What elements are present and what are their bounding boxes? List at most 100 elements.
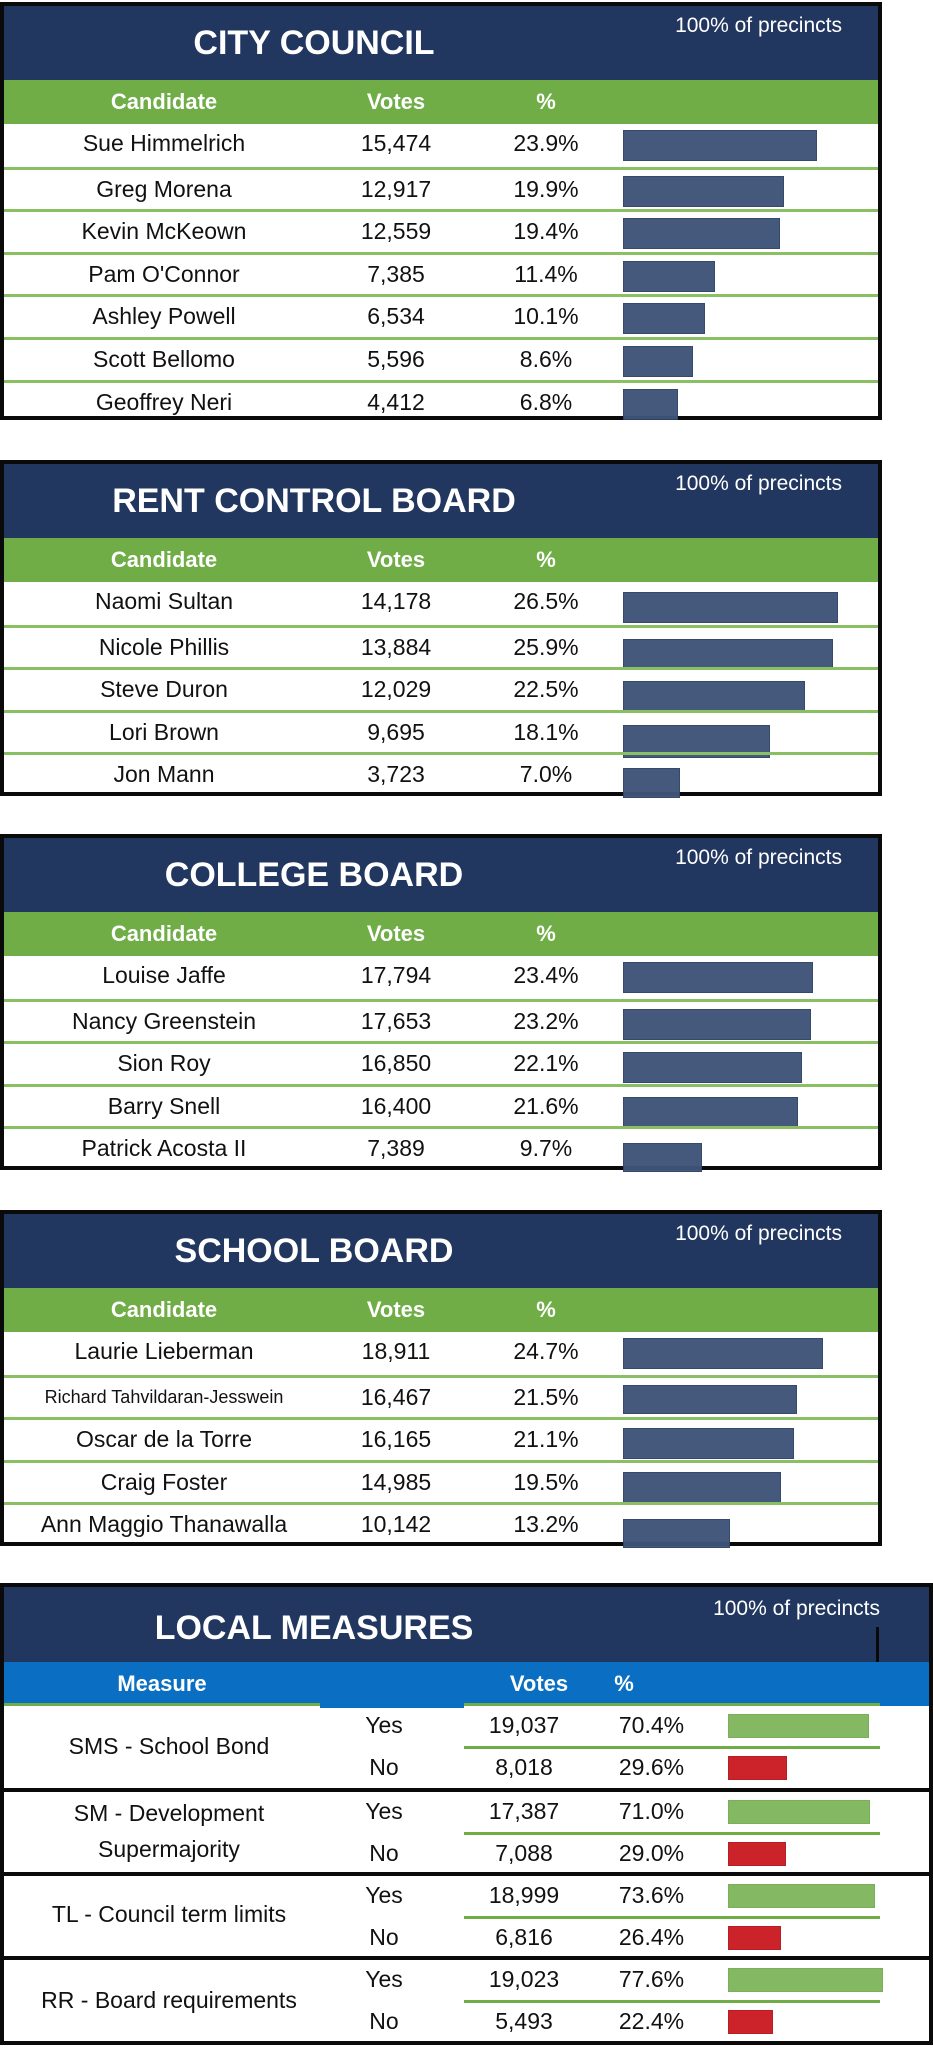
vote-bar: [623, 218, 780, 250]
college-board-table: COLLEGE BOARD 100% of precincts Candidat…: [0, 834, 882, 1173]
candidate-name: Naomi Sultan: [94, 588, 234, 614]
city-council-table: CITY COUNCIL 100% of precincts Candidate…: [0, 2, 882, 420]
yes-row: Yes 19,037 70.4%: [4, 1706, 929, 1746]
title-band: COLLEGE BOARD 100% of precincts: [4, 838, 878, 912]
pct-header: %: [536, 547, 556, 572]
pct-header: %: [536, 1297, 556, 1322]
measure-name-line: SM - Development: [73, 1800, 265, 1826]
candidate-pct: 19.4%: [513, 218, 579, 245]
candidate-pct: 6.8%: [519, 388, 573, 415]
measure-header: Measure: [117, 1671, 207, 1696]
candidate-votes: 10,142: [360, 1511, 432, 1538]
votes-header: Votes: [509, 1671, 569, 1696]
no-row: No 5,493 22.4%: [4, 2002, 929, 2042]
candidate-row: Ashley Powell 6,534 10.1%: [4, 294, 878, 337]
candidate-header: Candidate: [110, 1297, 218, 1322]
candidate-row: Jon Mann 3,723 7.0%: [4, 752, 878, 799]
vote-bar: [623, 1008, 811, 1040]
measure-block: SMS - School Bond Yes 19,037 70.4% No 8,…: [4, 1706, 929, 1788]
school-board-table: SCHOOL BOARD 100% of precincts Candidate…: [0, 1210, 882, 1549]
candidate-name: Kevin McKeown: [81, 218, 247, 245]
candidate-name: Nicole Phillis: [98, 633, 230, 660]
candidate-name: Sion Roy: [117, 1050, 211, 1077]
candidate-row: Greg Morena 12,917 19.9%: [4, 166, 878, 210]
no-bar: [728, 1756, 787, 1780]
candidate-name: Greg Morena: [96, 175, 232, 202]
candidate-pct: 24.7%: [513, 1338, 579, 1364]
column-header: Candidate Votes %: [4, 912, 878, 956]
candidate-header: Candidate: [110, 921, 218, 946]
column-header: Measure Votes %: [4, 1662, 929, 1708]
vote-bar: [623, 1096, 798, 1128]
candidate-pct: 21.6%: [513, 1092, 579, 1119]
candidate-name: Laurie Lieberman: [74, 1338, 254, 1364]
choice-pct: 22.4%: [618, 2008, 685, 2034]
candidate-votes: 13,884: [360, 633, 432, 660]
measure-block: SM - Development Supermajority Yes 17,38…: [4, 1788, 929, 1872]
choice-label: No: [369, 1924, 399, 1950]
candidate-votes: 9,695: [367, 718, 425, 745]
pct-header: %: [536, 921, 556, 946]
title-band: CITY COUNCIL 100% of precincts: [4, 6, 878, 80]
candidate-rows: Louise Jaffe 17,794 23.4% Nancy Greenstein…: [4, 956, 878, 1173]
candidate-name: Steve Duron: [100, 676, 228, 703]
choice-label: Yes: [365, 1798, 403, 1824]
choice-votes: 6,816: [495, 1924, 553, 1950]
choice-label: Yes: [365, 1712, 403, 1738]
vote-bar: [623, 768, 680, 799]
candidate-votes: 17,653: [360, 1007, 432, 1034]
vote-bar: [623, 260, 715, 292]
vote-bar: [623, 638, 833, 670]
choice-pct: 73.6%: [618, 1882, 685, 1908]
rent-control-board-table: RENT CONTROL BOARD 100% of precincts Can…: [0, 460, 882, 799]
candidate-row: Naomi Sultan 14,178 26.5%: [4, 582, 878, 625]
votes-header: Votes: [366, 921, 426, 946]
candidate-pct: 21.5%: [513, 1383, 579, 1410]
candidate-votes: 6,534: [367, 303, 425, 330]
candidate-votes: 16,467: [360, 1383, 432, 1410]
candidate-name: Barry Snell: [107, 1092, 221, 1119]
votes-header: Votes: [366, 1297, 426, 1322]
candidate-votes: 12,559: [360, 218, 432, 245]
candidate-votes: 7,389: [367, 1135, 425, 1162]
no-row: No 7,088 29.0%: [4, 1834, 929, 1874]
no-row: No 8,018 29.6%: [4, 1748, 929, 1788]
measure-block: RR - Board requirements Yes 19,023 77.6%…: [4, 1956, 929, 2040]
column-header: Candidate Votes %: [4, 80, 878, 124]
candidate-votes: 12,917: [360, 175, 432, 202]
candidate-row: Louise Jaffe 17,794 23.4%: [4, 956, 878, 999]
yes-bar: [728, 1968, 883, 1992]
candidate-name: Richard Tahvildaran-Jesswein: [44, 1386, 284, 1407]
choice-votes: 17,387: [488, 1798, 560, 1824]
choice-votes: 18,999: [488, 1882, 560, 1908]
candidate-row: Kevin McKeown 12,559 19.4%: [4, 209, 878, 252]
no-bar: [728, 1926, 781, 1950]
candidate-name: Jon Mann: [113, 761, 215, 788]
vote-bar: [623, 1471, 781, 1503]
precincts-reporting: 100% of precincts: [675, 846, 842, 869]
candidate-pct: 23.2%: [513, 1007, 579, 1034]
candidate-votes: 3,723: [367, 761, 425, 788]
vote-bar: [623, 1052, 802, 1084]
candidate-rows: Laurie Lieberman 18,911 24.7% Richard Tahv…: [4, 1332, 878, 1549]
candidate-votes: 16,165: [360, 1426, 432, 1453]
choice-pct: 26.4%: [618, 1924, 685, 1950]
precincts-reporting: 100% of precincts: [675, 472, 842, 495]
header-underline: [464, 1703, 880, 1706]
choice-label: No: [369, 1754, 399, 1780]
candidate-name: Nancy Greenstein: [71, 1007, 257, 1034]
candidate-row: Patrick Acosta II 7,389 9.7%: [4, 1126, 878, 1173]
vote-bar: [623, 962, 813, 993]
candidate-row: Lori Brown 9,695 18.1%: [4, 709, 878, 758]
candidate-name: Patrick Acosta II: [81, 1135, 247, 1162]
candidate-row: Pam O'Connor 7,385 11.4%: [4, 251, 878, 295]
votes-header: Votes: [366, 89, 426, 114]
measure-name: RR - Board requirements: [4, 1982, 334, 2018]
candidate-row: Craig Foster 14,985 19.5%: [4, 1459, 878, 1503]
vote-bar: [623, 1519, 730, 1549]
candidate-name: Craig Foster: [100, 1468, 228, 1495]
vote-bar: [623, 388, 678, 420]
measure-name: TL - Council term limits: [4, 1896, 334, 1932]
candidate-pct: 26.5%: [513, 588, 579, 614]
choice-votes: 19,023: [488, 1966, 560, 1992]
